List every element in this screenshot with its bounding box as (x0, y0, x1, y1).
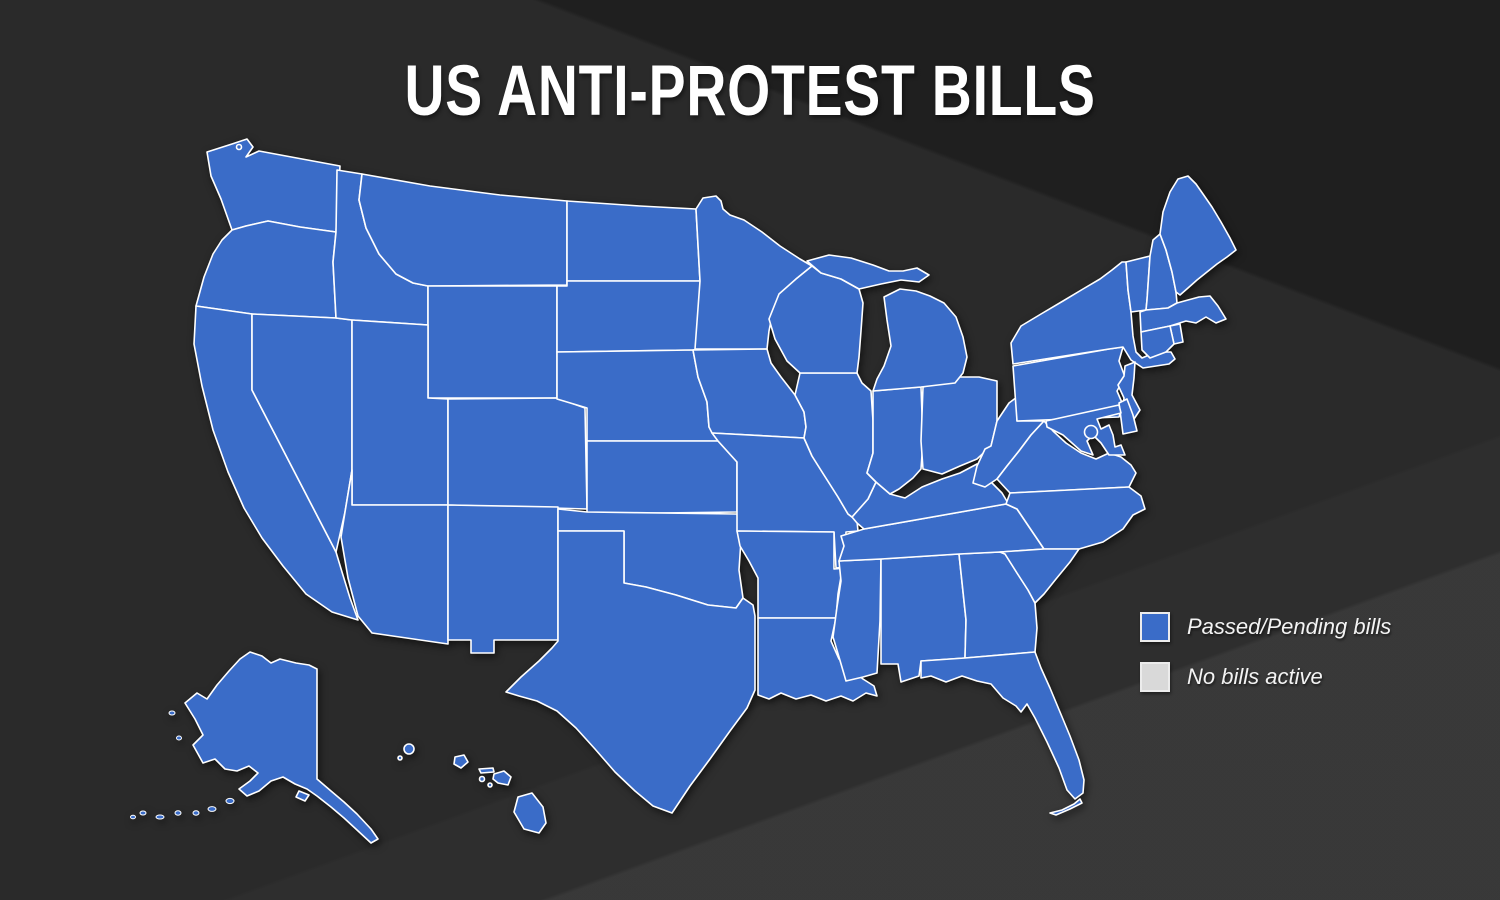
legend-swatch-passed-pending (1140, 611, 1170, 642)
state-mi-upper-peninsula (806, 254, 930, 290)
legend-swatch-no-bills (1140, 661, 1170, 692)
state-ak (184, 651, 379, 844)
state-co (447, 397, 588, 510)
state-or (195, 220, 337, 319)
state-hi-kahoolawe (487, 782, 493, 788)
state-wa (206, 138, 341, 233)
state-ak-aleutian-island-6 (139, 810, 147, 816)
state-va (996, 420, 1137, 494)
state-hi-maui (492, 770, 512, 786)
state-fl (920, 651, 1085, 800)
legend-label-passed-pending: Passed/Pending bills (1187, 613, 1392, 639)
state-de (1118, 398, 1138, 435)
state-ak-kodiak-island (295, 790, 310, 802)
legend-item-no-bills: No bills active (1140, 661, 1391, 692)
state-ak-aleutian-island-7 (130, 814, 136, 820)
state-sd (556, 280, 707, 353)
state-ar (736, 530, 848, 619)
state-hi-molokai (478, 767, 495, 774)
state-ks (586, 440, 738, 515)
state-nm (447, 504, 559, 654)
legend-item-passed-pending: Passed/Pending bills (1140, 611, 1392, 642)
state-hi-oahu (453, 754, 469, 769)
state-ct (1140, 325, 1175, 359)
state-il (794, 372, 877, 518)
state-ak-aleutian-island-1 (225, 797, 235, 805)
state-ak-aleutian-island-2 (207, 806, 217, 812)
state-ak-aleutian-island-5 (155, 814, 165, 820)
state-mt (358, 173, 568, 287)
state-tx (505, 530, 756, 814)
state-ak-aleutian-island-4 (174, 810, 182, 816)
state-ny (1010, 261, 1176, 369)
state-nc (1005, 486, 1146, 550)
legend-label-no-bills: No bills active (1187, 663, 1323, 689)
state-mi-lower-peninsula (872, 288, 968, 392)
state-wa-island (235, 143, 243, 151)
state-nd (566, 200, 701, 282)
state-ak-aleutian-island-3 (192, 810, 200, 816)
state-ms (832, 558, 882, 682)
state-me (1159, 175, 1237, 296)
legend: Passed/Pending bills No bills active (1140, 611, 1392, 712)
state-ak-bering-island-1 (168, 710, 176, 716)
state-mn (694, 195, 813, 350)
state-ak-bering-island-2 (176, 735, 182, 741)
state-dc-marker (1083, 424, 1099, 440)
state-hi-lanai (478, 775, 486, 783)
state-fl-keys (1049, 798, 1083, 816)
state-wy (427, 285, 558, 399)
state-hi-kauai (403, 743, 415, 755)
state-hi-niihau (397, 755, 403, 761)
state-hi-big-island (513, 792, 547, 834)
state-sc (999, 548, 1080, 604)
states-group (130, 138, 1237, 844)
state-in (866, 386, 924, 495)
state-ma (1139, 295, 1227, 333)
page-title-text: US ANTI-PROTEST BILLS (404, 52, 1096, 131)
page-title: US ANTI-PROTEST BILLS (0, 56, 1500, 127)
